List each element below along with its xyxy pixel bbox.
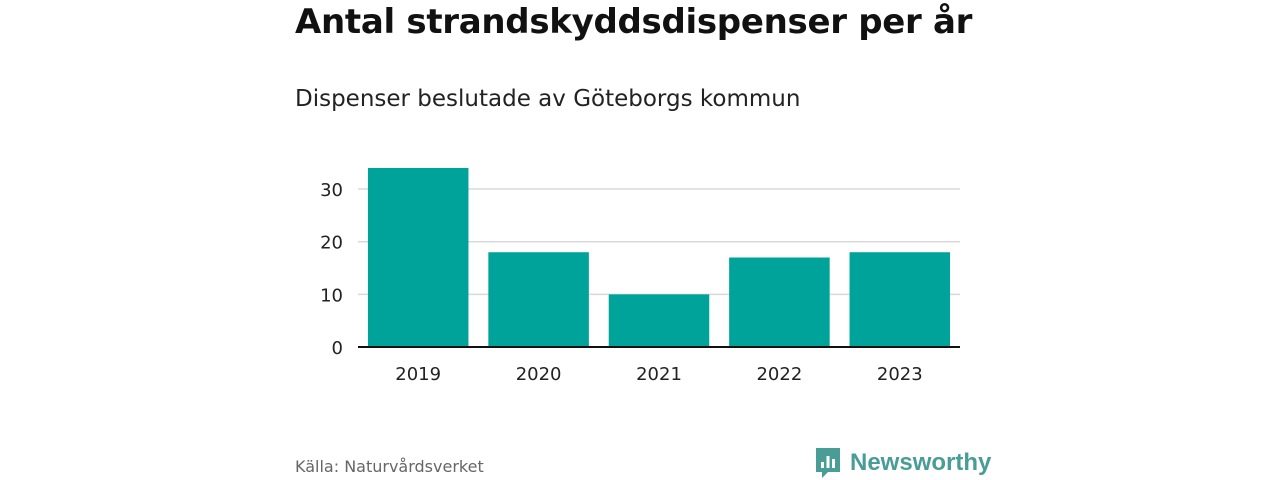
x-tick-label: 2020	[516, 364, 562, 385]
chart-title: Antal strandskyddsdispenser per år	[295, 2, 973, 42]
y-tick-label: 30	[320, 180, 343, 201]
y-tick-label: 10	[320, 285, 343, 306]
bar-2020	[488, 252, 589, 347]
bar-2023	[849, 252, 951, 347]
bar-2021	[608, 294, 710, 347]
bar-2019	[367, 168, 469, 347]
source-note: Källa: Naturvårdsverket	[295, 457, 484, 476]
brand-name: Newsworthy	[850, 449, 992, 476]
chart-subtitle: Dispenser beslutade av Göteborgs kommun	[295, 86, 801, 112]
bar-2022	[729, 257, 830, 347]
x-tick-label: 2023	[877, 364, 923, 385]
brand-logo: Newsworthy	[814, 446, 991, 480]
bar-chart-icon	[816, 448, 840, 478]
y-tick-label: 0	[332, 338, 343, 359]
x-tick-label: 2021	[636, 364, 682, 385]
x-tick-label: 2022	[756, 364, 802, 385]
y-tick-label: 20	[320, 233, 343, 254]
x-tick-label: 2019	[395, 364, 441, 385]
